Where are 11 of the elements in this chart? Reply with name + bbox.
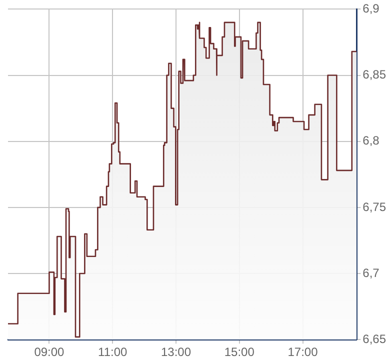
x-tick-label: 11:00 bbox=[98, 345, 128, 360]
y-tick-label: 6,8 bbox=[362, 134, 380, 148]
x-tick-label: 13:00 bbox=[160, 345, 192, 360]
x-tick-label: 15:00 bbox=[224, 345, 255, 360]
x-tick-label: 09:00 bbox=[34, 345, 65, 360]
x-tick-label: 17:00 bbox=[288, 345, 318, 360]
y-tick-label: 6,9 bbox=[362, 2, 380, 16]
y-tick-label: 6,85 bbox=[362, 68, 386, 82]
y-tick-label: 6,75 bbox=[362, 200, 386, 214]
y-tick-label: 6,7 bbox=[362, 266, 380, 280]
y-tick-label: 6,65 bbox=[362, 332, 386, 346]
